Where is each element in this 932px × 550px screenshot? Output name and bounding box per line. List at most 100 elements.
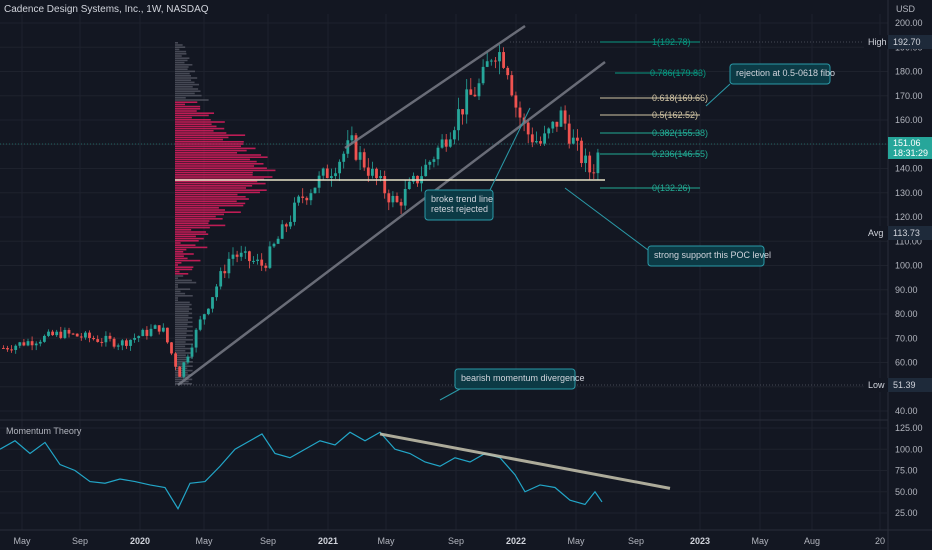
candle xyxy=(166,327,169,344)
candle xyxy=(284,222,288,233)
fib-level: 1(192.78) xyxy=(600,37,700,47)
chart-title: Cadence Design Systems, Inc., 1W, NASDAQ xyxy=(4,4,209,15)
time-tick-label: May xyxy=(377,536,395,546)
time-tick-label: 2020 xyxy=(130,536,150,546)
candle xyxy=(252,256,255,264)
callout-divergence: bearish momentum divergence xyxy=(439,368,585,401)
candle xyxy=(248,250,251,269)
candle xyxy=(120,339,124,351)
candle xyxy=(301,188,305,204)
price-tick-label: 140.00 xyxy=(895,164,923,174)
candle xyxy=(219,267,223,290)
channel-lower-line xyxy=(177,61,606,386)
svg-text:0.618(169.66): 0.618(169.66) xyxy=(652,93,708,103)
candle xyxy=(96,335,100,343)
candle xyxy=(535,131,538,144)
candle xyxy=(530,127,534,148)
candle xyxy=(289,215,292,230)
candle xyxy=(75,333,79,337)
candle xyxy=(14,344,18,354)
candle xyxy=(243,246,247,259)
svg-text:broke trend line: broke trend line xyxy=(431,194,493,204)
svg-text:1(192.78): 1(192.78) xyxy=(652,37,691,47)
candle xyxy=(276,236,280,244)
time-tick-label: Sep xyxy=(448,536,464,546)
candle xyxy=(375,167,378,186)
candle xyxy=(403,180,407,210)
candle xyxy=(194,327,198,353)
candle xyxy=(354,133,358,162)
candle xyxy=(366,158,370,183)
candle xyxy=(485,51,489,68)
candle xyxy=(309,189,313,206)
candle xyxy=(227,252,231,279)
candle xyxy=(362,148,366,171)
price-tick-label: 120.00 xyxy=(895,212,923,222)
candle xyxy=(313,187,317,194)
price-tick-label: 80.00 xyxy=(895,309,918,319)
candle xyxy=(71,332,75,335)
price-tick-label: 60.00 xyxy=(895,358,918,368)
candle xyxy=(412,172,415,185)
candle xyxy=(436,145,440,166)
candle xyxy=(293,197,296,226)
svg-text:151.06: 151.06 xyxy=(893,138,921,148)
svg-text:0.786(179.83): 0.786(179.83) xyxy=(650,68,706,78)
price-tick-label: 100.00 xyxy=(895,261,923,271)
axes: 200.00190.00180.00170.00160.00150.00140.… xyxy=(13,4,932,546)
candle xyxy=(43,334,46,343)
candle xyxy=(432,156,436,168)
candle xyxy=(555,121,559,132)
candle xyxy=(79,332,83,341)
candle xyxy=(444,134,448,152)
momentum-tick-label: 75.00 xyxy=(895,466,918,476)
candle xyxy=(202,313,206,325)
candle xyxy=(334,167,337,179)
candle xyxy=(84,330,87,340)
candle xyxy=(47,329,50,338)
candle xyxy=(551,121,555,134)
candle xyxy=(399,198,403,215)
divergence-line xyxy=(379,432,671,490)
fib-level: 0.236(146.55) xyxy=(600,149,708,159)
high-badge: High 192.70 xyxy=(864,35,932,49)
time-tick-label: Sep xyxy=(260,536,276,546)
candle xyxy=(112,337,116,349)
candle xyxy=(514,91,518,118)
drawings: 1(192.78) 0.786(179.83) 0.618(169.66) 0.5(1… xyxy=(175,24,888,401)
svg-text:0.5(162.52): 0.5(162.52) xyxy=(652,110,698,120)
candle xyxy=(387,189,391,211)
candle xyxy=(440,134,444,149)
time-tick-label: Sep xyxy=(72,536,88,546)
candle xyxy=(465,79,469,124)
candle xyxy=(215,283,218,301)
candle xyxy=(170,342,173,356)
candle xyxy=(588,151,592,181)
price-tick-label: 110.00 xyxy=(895,236,922,246)
candle xyxy=(494,57,497,69)
channel-upper-line xyxy=(344,24,526,150)
candle xyxy=(473,87,477,98)
price-tick-label: 90.00 xyxy=(895,285,918,295)
svg-text:192.70: 192.70 xyxy=(893,37,921,47)
time-tick-label: May xyxy=(567,536,585,546)
price-tick-label: 200.00 xyxy=(895,18,923,28)
fib-level: 0.618(169.66) xyxy=(600,93,708,103)
svg-text:113.73: 113.73 xyxy=(893,228,920,238)
candle xyxy=(129,339,132,351)
candle xyxy=(477,78,481,101)
time-tick-label: Aug xyxy=(804,536,820,546)
candle xyxy=(104,331,108,347)
candle xyxy=(489,58,493,66)
candle xyxy=(596,148,600,180)
time-tick-label: May xyxy=(13,536,31,546)
candle xyxy=(88,330,91,343)
candle xyxy=(506,65,510,80)
time-tick-label: 2021 xyxy=(318,536,338,546)
svg-text:0.382(155.38): 0.382(155.38) xyxy=(652,128,708,138)
candle xyxy=(297,194,300,206)
price-tick-label: 180.00 xyxy=(895,67,923,77)
candle xyxy=(22,338,26,347)
